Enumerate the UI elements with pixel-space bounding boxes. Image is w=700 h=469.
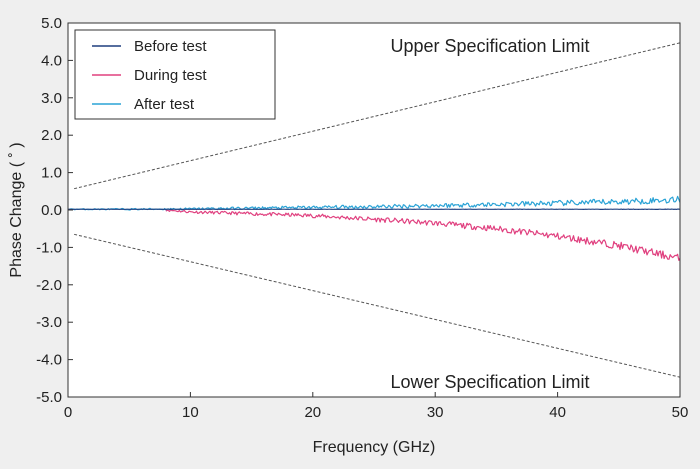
y-tick-label: 2.0 xyxy=(41,127,62,144)
y-axis-title: Phase Change ( ˚ ) xyxy=(8,142,25,277)
x-tick-label: 30 xyxy=(427,404,444,421)
y-tick-label: 0.0 xyxy=(41,202,62,219)
y-tick-label: -5.0 xyxy=(36,389,62,406)
specification-limits xyxy=(74,42,681,378)
upper-limit-label: Upper Specification Limit xyxy=(390,36,589,56)
legend-label: Before test xyxy=(134,38,207,55)
x-tick-label: 0 xyxy=(64,404,72,421)
spec-limit-line xyxy=(74,42,681,190)
legend-label: During test xyxy=(134,67,207,84)
legend: Before test During test After test xyxy=(74,29,276,120)
series-line-1 xyxy=(165,208,681,261)
y-tick-label: -3.0 xyxy=(36,314,62,331)
y-tick-label: -2.0 xyxy=(36,277,62,294)
x-axis-title: Frequency (GHz) xyxy=(313,439,436,456)
series-lines xyxy=(67,195,681,261)
x-tick-label: 20 xyxy=(304,404,321,421)
lower-limit-label: Lower Specification Limit xyxy=(390,372,589,392)
spec-limit-line xyxy=(74,233,681,378)
legend-label: After test xyxy=(134,96,195,113)
x-tick-label: 50 xyxy=(672,404,689,421)
y-tick-label: -4.0 xyxy=(36,352,62,369)
y-tick-label: 3.0 xyxy=(41,90,62,107)
y-tick-label: 4.0 xyxy=(41,52,62,69)
y-tick-label: 5.0 xyxy=(41,15,62,32)
x-tick-label: 10 xyxy=(182,404,199,421)
y-tick-label: -1.0 xyxy=(36,239,62,256)
y-tick-label: 1.0 xyxy=(41,165,62,182)
annotations: Upper Specification Limit Lower Specific… xyxy=(390,36,589,392)
axis-ticks: -5.0 -4.0 -3.0 -2.0 -1.0 0.0 1.0 2.0 3.0 4.0 5.0 0 1… xyxy=(36,15,688,421)
x-tick-label: 40 xyxy=(549,404,566,421)
